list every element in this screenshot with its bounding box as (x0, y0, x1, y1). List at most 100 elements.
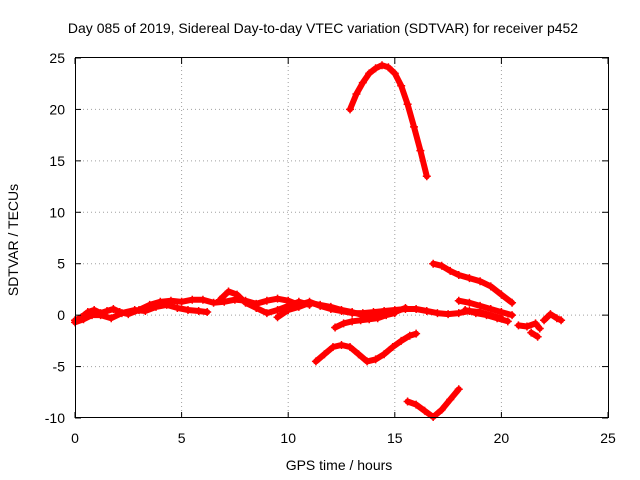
data-point (444, 310, 453, 319)
data-series (527, 328, 542, 341)
data-point (412, 304, 421, 313)
data-point (446, 266, 455, 275)
y-axis-label: SDTVAR / TECUs (5, 184, 21, 296)
data-point (328, 343, 337, 352)
data-point (401, 303, 410, 312)
data-point (365, 69, 374, 78)
y-tick-label: 15 (49, 153, 65, 169)
data-point (102, 307, 111, 316)
x-axis-label: GPS time / hours (286, 457, 393, 473)
data-point (380, 350, 389, 359)
y-tick-label: -5 (53, 359, 66, 375)
data-point (107, 314, 116, 323)
data-point (497, 308, 506, 317)
data-point (454, 296, 463, 305)
data-point (365, 315, 374, 324)
data-point (331, 323, 340, 332)
data-point (152, 302, 161, 311)
data-point (284, 306, 293, 314)
x-tick-label: 15 (387, 430, 403, 446)
data-point (224, 287, 233, 296)
data-point (141, 307, 150, 316)
data-point (433, 309, 442, 318)
series-line (515, 320, 543, 332)
x-tick-label: 25 (600, 430, 616, 446)
data-point (326, 302, 335, 311)
data-point (294, 302, 303, 311)
data-point (230, 295, 239, 304)
data-point (403, 100, 412, 109)
data-point (527, 328, 536, 337)
data-point (454, 385, 463, 394)
data-point (273, 306, 282, 314)
data-point (358, 78, 367, 87)
data-point (384, 63, 393, 72)
series-line (404, 386, 462, 420)
data-point (533, 332, 542, 341)
data-point (552, 314, 561, 323)
data-point (397, 336, 406, 345)
data-point (429, 259, 438, 268)
series-line (347, 62, 430, 180)
x-tick-label: 0 (71, 430, 79, 446)
data-point (508, 298, 517, 307)
data-point (96, 311, 105, 320)
data-series (429, 259, 517, 307)
data-point (388, 343, 397, 352)
series-line (541, 311, 565, 324)
data-point (422, 172, 431, 181)
data-point (198, 295, 207, 304)
data-point (371, 64, 380, 73)
data-point (339, 319, 348, 328)
data-point (503, 317, 512, 326)
data-point (405, 331, 414, 340)
data-point (409, 122, 418, 131)
data-point (471, 309, 480, 318)
data-series (454, 296, 517, 320)
data-point (382, 311, 391, 320)
data-point (215, 295, 224, 304)
data-point (130, 306, 139, 314)
data-point (493, 314, 502, 323)
data-point (454, 309, 463, 318)
data-point (437, 261, 446, 270)
axis-ticks: 0 5 10 15 20 25 -10 -5 0 5 10 15 20 25 (45, 50, 616, 446)
grid-lines (75, 58, 608, 418)
data-point (397, 81, 406, 90)
data-point (429, 412, 438, 421)
data-point (514, 321, 523, 330)
data-point (352, 90, 361, 98)
data-point (348, 308, 357, 317)
data-point (522, 322, 531, 331)
data-point (79, 315, 88, 324)
data-point (465, 274, 474, 283)
data-point (416, 146, 425, 155)
data-point (412, 400, 421, 409)
data-point (420, 406, 429, 415)
data-point (203, 308, 212, 317)
data-point (337, 306, 346, 314)
data-point (337, 340, 346, 349)
data-point (476, 301, 485, 310)
y-tick-label: 10 (49, 204, 65, 220)
data-point (117, 309, 126, 318)
data-point (486, 282, 495, 291)
data-point (262, 296, 271, 305)
series-line (430, 260, 516, 306)
data-point (252, 303, 261, 312)
data-series (461, 306, 512, 326)
data-point (348, 317, 357, 326)
data-point (373, 314, 382, 323)
data-point (354, 350, 363, 359)
data-series (71, 300, 212, 327)
data-series (514, 319, 544, 333)
data-point (535, 324, 544, 333)
data-point (194, 307, 203, 316)
data-point (356, 316, 365, 325)
data-point (233, 290, 242, 299)
data-point (183, 306, 192, 314)
data-series (540, 310, 566, 325)
data-point (262, 309, 271, 318)
data-point (188, 295, 197, 304)
